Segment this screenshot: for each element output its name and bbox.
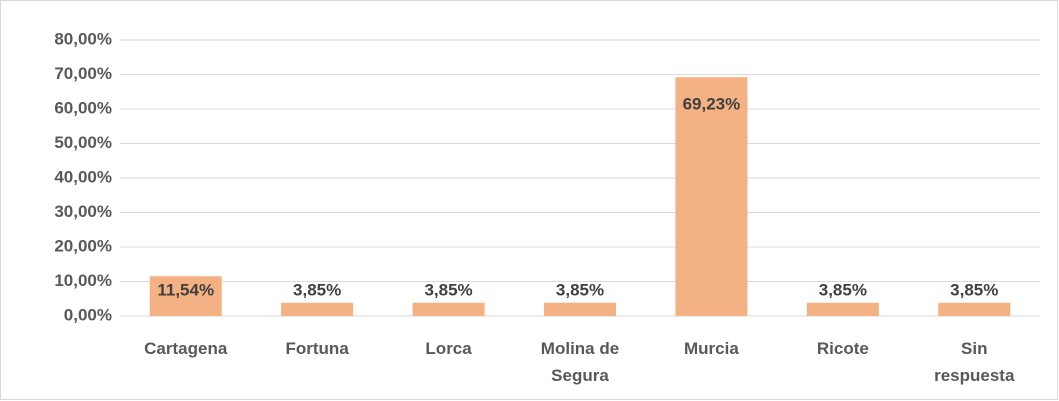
bar: [938, 302, 1011, 316]
y-tick-label: 0,00%: [64, 305, 112, 324]
bar: [281, 302, 354, 316]
x-tick-label: Cartagena: [144, 339, 228, 358]
data-label: 3,85%: [293, 280, 341, 299]
y-tick-label: 80,00%: [54, 29, 112, 48]
x-tick-label: Lorca: [425, 339, 472, 358]
y-tick-label: 60,00%: [54, 98, 112, 117]
y-tick-label: 10,00%: [54, 271, 112, 290]
data-label: 69,23%: [683, 95, 741, 114]
x-tick-label: Murcia: [684, 339, 739, 358]
bar: [806, 302, 879, 316]
x-tick-label: Sin respuesta: [934, 339, 1015, 385]
y-tick-label: 70,00%: [54, 64, 112, 83]
data-label: 3,85%: [424, 280, 472, 299]
y-tick-label: 40,00%: [54, 167, 112, 186]
x-tick-label: Molina de Segura: [541, 339, 619, 385]
data-label: 3,85%: [950, 280, 998, 299]
y-tick-label: 20,00%: [54, 236, 112, 255]
bar: [544, 302, 616, 316]
data-label: 3,85%: [556, 280, 604, 299]
y-tick-label: 30,00%: [54, 202, 112, 221]
x-tick-label: Fortuna: [286, 339, 350, 358]
data-label: 11,54%: [157, 280, 214, 299]
y-tick-label: 50,00%: [54, 133, 112, 152]
bar: [412, 302, 485, 316]
bar: [675, 77, 748, 317]
data-label: 3,85%: [819, 280, 867, 299]
x-tick-label: Ricote: [817, 339, 869, 358]
bar: [149, 276, 222, 316]
